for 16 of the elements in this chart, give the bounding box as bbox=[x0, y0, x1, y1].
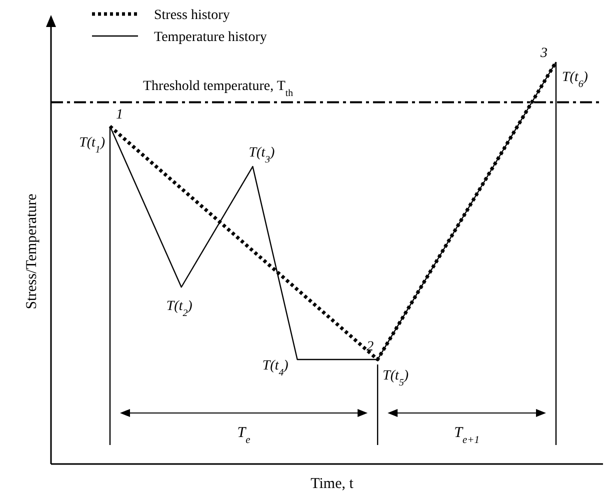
y-axis-title: Stress/Temperature bbox=[24, 193, 40, 310]
text: T(t$_{6}$) bbox=[562, 70, 588, 90]
text: 3 bbox=[540, 46, 548, 61]
legend-label: Temperature history bbox=[154, 30, 267, 45]
annotation: T(t$_{4}$) bbox=[262, 358, 289, 378]
annotation: T$_{e}$ bbox=[237, 425, 251, 446]
annotation: T(t$_{2}$) bbox=[166, 299, 193, 319]
annotation: T(t$_{3}$) bbox=[248, 146, 276, 166]
legend-label: Stress history bbox=[154, 8, 230, 23]
annotation: T(t$_{5}$) bbox=[382, 368, 409, 388]
ref-line-label: Threshold temperature, T$_{th}$ bbox=[143, 79, 294, 99]
annotation: T$_{e+1}$ bbox=[454, 425, 480, 446]
annotation: 2 bbox=[366, 339, 374, 354]
x-axis-title: Time, t bbox=[310, 476, 354, 492]
annotation: 1 bbox=[116, 107, 123, 122]
text: T(t$_{1}$) bbox=[79, 135, 106, 155]
